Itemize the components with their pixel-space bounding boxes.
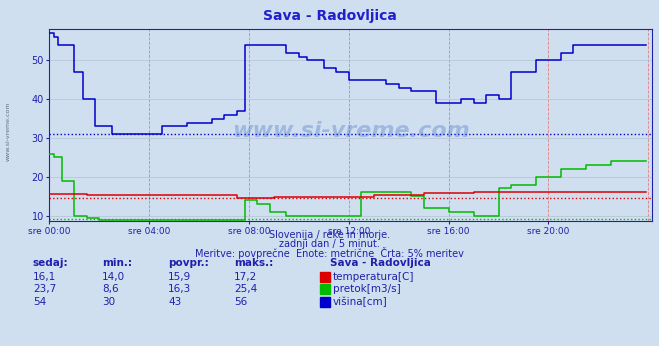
Text: 17,2: 17,2: [234, 272, 257, 282]
Text: 16,3: 16,3: [168, 284, 191, 294]
Text: Sava - Radovljica: Sava - Radovljica: [330, 258, 430, 268]
Text: www.si-vreme.com: www.si-vreme.com: [232, 121, 470, 141]
Text: višina[cm]: višina[cm]: [333, 297, 387, 307]
Text: 16,1: 16,1: [33, 272, 56, 282]
Text: zadnji dan / 5 minut.: zadnji dan / 5 minut.: [279, 239, 380, 249]
Text: Slovenija / reke in morje.: Slovenija / reke in morje.: [269, 230, 390, 240]
Text: Meritve: povprečne  Enote: metrične  Črta: 5% meritev: Meritve: povprečne Enote: metrične Črta:…: [195, 247, 464, 260]
Text: www.si-vreme.com: www.si-vreme.com: [5, 102, 11, 161]
Text: 23,7: 23,7: [33, 284, 56, 294]
Text: 56: 56: [234, 297, 247, 307]
Text: 15,9: 15,9: [168, 272, 191, 282]
Text: Sava - Radovljica: Sava - Radovljica: [262, 9, 397, 22]
Text: 43: 43: [168, 297, 181, 307]
Text: min.:: min.:: [102, 258, 132, 268]
Text: 8,6: 8,6: [102, 284, 119, 294]
Text: 25,4: 25,4: [234, 284, 257, 294]
Text: 54: 54: [33, 297, 46, 307]
Text: temperatura[C]: temperatura[C]: [333, 272, 415, 282]
Text: 30: 30: [102, 297, 115, 307]
Text: pretok[m3/s]: pretok[m3/s]: [333, 284, 401, 294]
Text: sedaj:: sedaj:: [33, 258, 69, 268]
Text: 14,0: 14,0: [102, 272, 125, 282]
Text: maks.:: maks.:: [234, 258, 273, 268]
Text: povpr.:: povpr.:: [168, 258, 209, 268]
